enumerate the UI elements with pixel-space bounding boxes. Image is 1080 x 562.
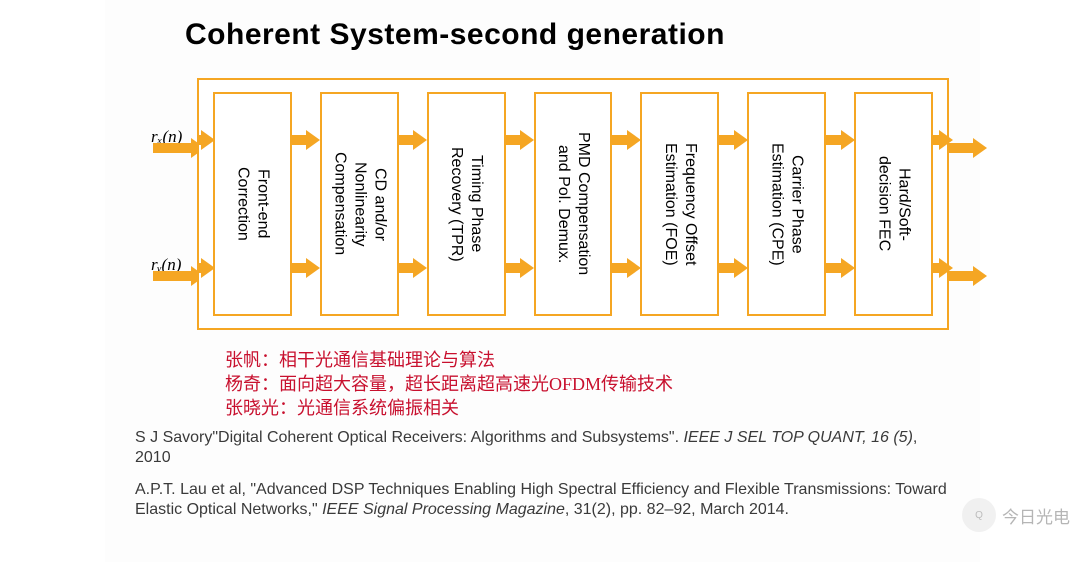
red-note-3: 张晓光：光通信系统偏振相关 (225, 396, 459, 420)
block-cd-nl: CD and/or Nonlinearity Compensation (320, 92, 399, 316)
red-note-2: 杨奇：面向超大容量，超长距离超高速光OFDM传输技术 (225, 372, 673, 396)
slide-container: Coherent System-second generation rₓ(n) … (105, 0, 980, 562)
block-pmd: PMD Compensation and Pol. Demux. (534, 92, 613, 316)
cite1-plain1: S J Savory"Digital Coherent Optical Rece… (135, 429, 683, 446)
block-foe: Frequency Offset Estimation (FOE) (640, 92, 719, 316)
block-tpr: Timing Phase Recovery (TPR) (427, 92, 506, 316)
block-frontend: Front-end Correction (213, 92, 292, 316)
cite2-plain2: , 31(2), pp. 82–92, March 2014. (565, 501, 789, 518)
watermark-label: 今日光电 (1002, 503, 1070, 528)
watermark-icon: Q (962, 498, 996, 532)
cite1-ital: IEEE J SEL TOP QUANT, 16 (5) (683, 429, 912, 446)
diagram-outer-box: Front-end Correction CD and/or Nonlinear… (197, 78, 949, 330)
block-fec: Hard/Soft- decision FEC (854, 92, 933, 316)
cite2-ital: IEEE Signal Processing Magazine (322, 501, 565, 518)
watermark: Q 今日光电 (962, 498, 1070, 532)
citation-2: A.P.T. Lau et al, "Advanced DSP Techniqu… (135, 480, 955, 520)
citation-1: S J Savory"Digital Coherent Optical Rece… (135, 428, 955, 468)
block-cpe: Carrier Phase Estimation (CPE) (747, 92, 826, 316)
block-row: Front-end Correction CD and/or Nonlinear… (213, 92, 933, 316)
red-note-1: 张帆：相干光通信基础理论与算法 (225, 348, 495, 372)
slide-title: Coherent System-second generation (185, 18, 725, 52)
